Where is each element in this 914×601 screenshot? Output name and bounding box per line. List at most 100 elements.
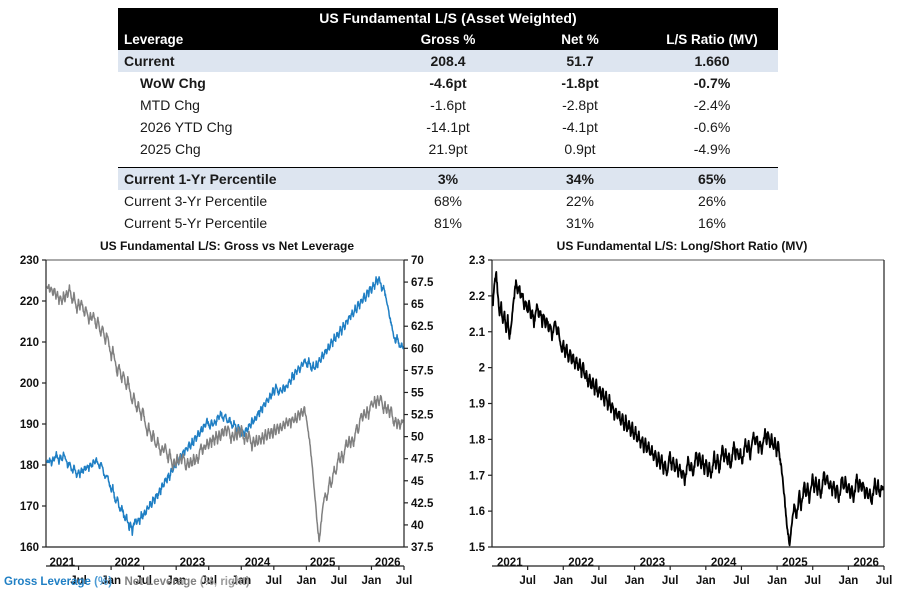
x-tick-label-month: Jul [733, 575, 750, 587]
legend-net-unit: (%, right) [199, 576, 250, 588]
y-tick-label-left: 1.6 [469, 506, 485, 518]
cell-ls-1: -0.7% [693, 75, 731, 91]
y-tick-label-left: 200 [20, 378, 39, 390]
cell-gross-0: 208.4 [430, 53, 466, 69]
cell-net-6: 22% [565, 193, 595, 209]
table-row: Current 208.4 51.7 1.660 [118, 50, 778, 72]
y-tick-label-right: 62.5 [411, 321, 434, 333]
cell-ls-2: -2.4% [693, 97, 731, 113]
x-tick-label-month: Jan [696, 575, 716, 587]
y-tick-label-left: 1.7 [469, 470, 485, 482]
y-tick-label-right: 57.5 [411, 365, 434, 377]
leverage-summary-table: US Fundamental L/S (Asset Weighted) Leve… [118, 8, 778, 234]
x-tick-label-month: Jan [296, 575, 316, 587]
x-tick-label-year: 2021 [49, 557, 75, 569]
x-tick-label-year: 2023 [180, 557, 206, 569]
x-tick-label-month: Jan [553, 575, 573, 587]
y-tick-label-left: 160 [20, 542, 39, 554]
y-tick-label-right: 50 [411, 432, 424, 444]
chart-panel-long-short-ratio: US Fundamental L/S: Long/Short Ratio (MV… [452, 238, 912, 592]
cell-net-5: 34% [514, 167, 646, 190]
cell-gross-6: 68% [433, 193, 463, 209]
y-tick-label-right: 67.5 [411, 277, 434, 289]
x-tick-label-month: Jul [331, 575, 348, 587]
y-tick-label-left: 1.9 [469, 399, 485, 411]
y-tick-label-left: 190 [20, 419, 39, 431]
cell-ls-6: 26% [697, 193, 727, 209]
x-tick-label-year: 2026 [853, 557, 879, 569]
cell-ls-3: -0.6% [693, 119, 731, 135]
y-tick-label-right: 42.5 [411, 498, 434, 510]
y-tick-label-left: 230 [20, 255, 39, 267]
cell-gross-1: -4.6pt [429, 75, 467, 91]
legend-net-label: Net Leverage [124, 576, 197, 588]
y-tick-label-right: 52.5 [411, 410, 434, 422]
x-tick-label-month: Jul [519, 575, 536, 587]
chart-title-long-short-ratio: US Fundamental L/S: Long/Short Ratio (MV… [556, 239, 808, 253]
x-tick-label-month: Jul [266, 575, 283, 587]
y-tick-label-left: 2.2 [469, 291, 485, 303]
row-label-3: 2026 YTD Chg [140, 119, 233, 135]
cell-gross-3: -14.1pt [426, 119, 470, 135]
cell-net-2: -2.8pt [562, 97, 598, 113]
legend-gross-label: Gross Leverage [4, 576, 91, 588]
x-tick-label-month: Jul [591, 575, 608, 587]
series-line-net-leverage-right [46, 283, 404, 543]
x-tick-label-month: Jul [662, 575, 679, 587]
column-header-leverage: Leverage [118, 29, 382, 50]
x-tick-label-month: Jan [767, 575, 787, 587]
row-label-1: WoW Chg [140, 75, 206, 91]
chart-long-short-ratio: 1.5 1.6 1.7 1.8 1.9 2 2.1 2.2 2.3 Jul Jan Jul Jan Jul… [469, 255, 892, 587]
y-tick-label-right: 70 [411, 255, 424, 267]
x-tick-label-month: Jul [200, 575, 217, 587]
table-row: 2025 Chg 21.9pt 0.9pt -4.9% [118, 138, 778, 160]
table-header-row: Leverage Gross % Net % L/S Ratio (MV) [118, 29, 778, 50]
cell-net-4: 0.9pt [564, 141, 596, 157]
y-tick-label-left: 170 [20, 501, 39, 513]
y-tick-label-right: 60 [411, 343, 424, 355]
chart-panel-gross-vs-net: US Fundamental L/S: Gross vs Net Leverag… [4, 238, 450, 592]
x-tick-label-year: 2024 [711, 557, 737, 569]
cell-net-3: -4.1pt [562, 119, 598, 135]
x-tick-label-month: Jan [362, 575, 382, 587]
table-row: Current 5-Yr Percentile 81% 31% 16% [118, 212, 778, 234]
row-label-7: Current 5-Yr Percentile [124, 215, 268, 231]
y-tick-label-right: 40 [411, 520, 424, 532]
cell-gross-7: 81% [433, 215, 463, 231]
x-tick-label-year: 2025 [310, 557, 336, 569]
chart-gross-vs-net: 160 170 180 190 200 210 220 230 37.5 40 42.5 45 47.5… [20, 255, 434, 587]
column-header-net: Net % [514, 29, 646, 50]
column-header-ls-ratio: L/S Ratio (MV) [646, 29, 778, 50]
y-tick-label-right: 55 [411, 387, 424, 399]
y-tick-label-left: 2.1 [469, 327, 486, 339]
cell-ls-0: 1.660 [694, 53, 730, 69]
y-tick-label-right: 45 [411, 476, 424, 488]
x-tick-label-month: Jan [838, 575, 858, 587]
y-tick-label-left: 220 [20, 296, 39, 308]
legend-gross-unit: (%) [94, 576, 113, 588]
x-tick-label-year: 2022 [568, 557, 594, 569]
cell-gross-2: -1.6pt [430, 97, 466, 113]
cell-gross-5: 3% [382, 167, 514, 190]
table-row: Current 1-Yr Percentile 3% 34% 65% [118, 167, 778, 190]
x-tick-label-month: Jul [70, 575, 87, 587]
cell-net-7: 31% [565, 215, 595, 231]
x-tick-label-month: Jul [804, 575, 821, 587]
cell-net-1: -1.8pt [561, 75, 599, 91]
leverage-table: US Fundamental L/S (Asset Weighted) Leve… [118, 8, 778, 234]
table-title-row: US Fundamental L/S (Asset Weighted) [118, 8, 778, 29]
x-tick-label-month: Jan [166, 575, 186, 587]
y-tick-label-right: 37.5 [411, 542, 434, 554]
x-tick-label-month: Jul [396, 575, 413, 587]
row-label-4: 2025 Chg [140, 141, 201, 157]
chart-title-gross-vs-net: US Fundamental L/S: Gross vs Net Leverag… [99, 239, 355, 253]
row-label-5: Current 1-Yr Percentile [118, 167, 382, 190]
row-label-2: MTD Chg [140, 97, 200, 113]
table-row: 2026 YTD Chg -14.1pt -4.1pt -0.6% [118, 116, 778, 138]
cell-ls-5: 65% [646, 167, 778, 190]
column-header-gross: Gross % [382, 29, 514, 50]
table-row: MTD Chg -1.6pt -2.8pt -2.4% [118, 94, 778, 116]
table-title: US Fundamental L/S (Asset Weighted) [118, 8, 778, 29]
cell-ls-7: 16% [697, 215, 727, 231]
x-tick-label-year: 2026 [375, 557, 401, 569]
